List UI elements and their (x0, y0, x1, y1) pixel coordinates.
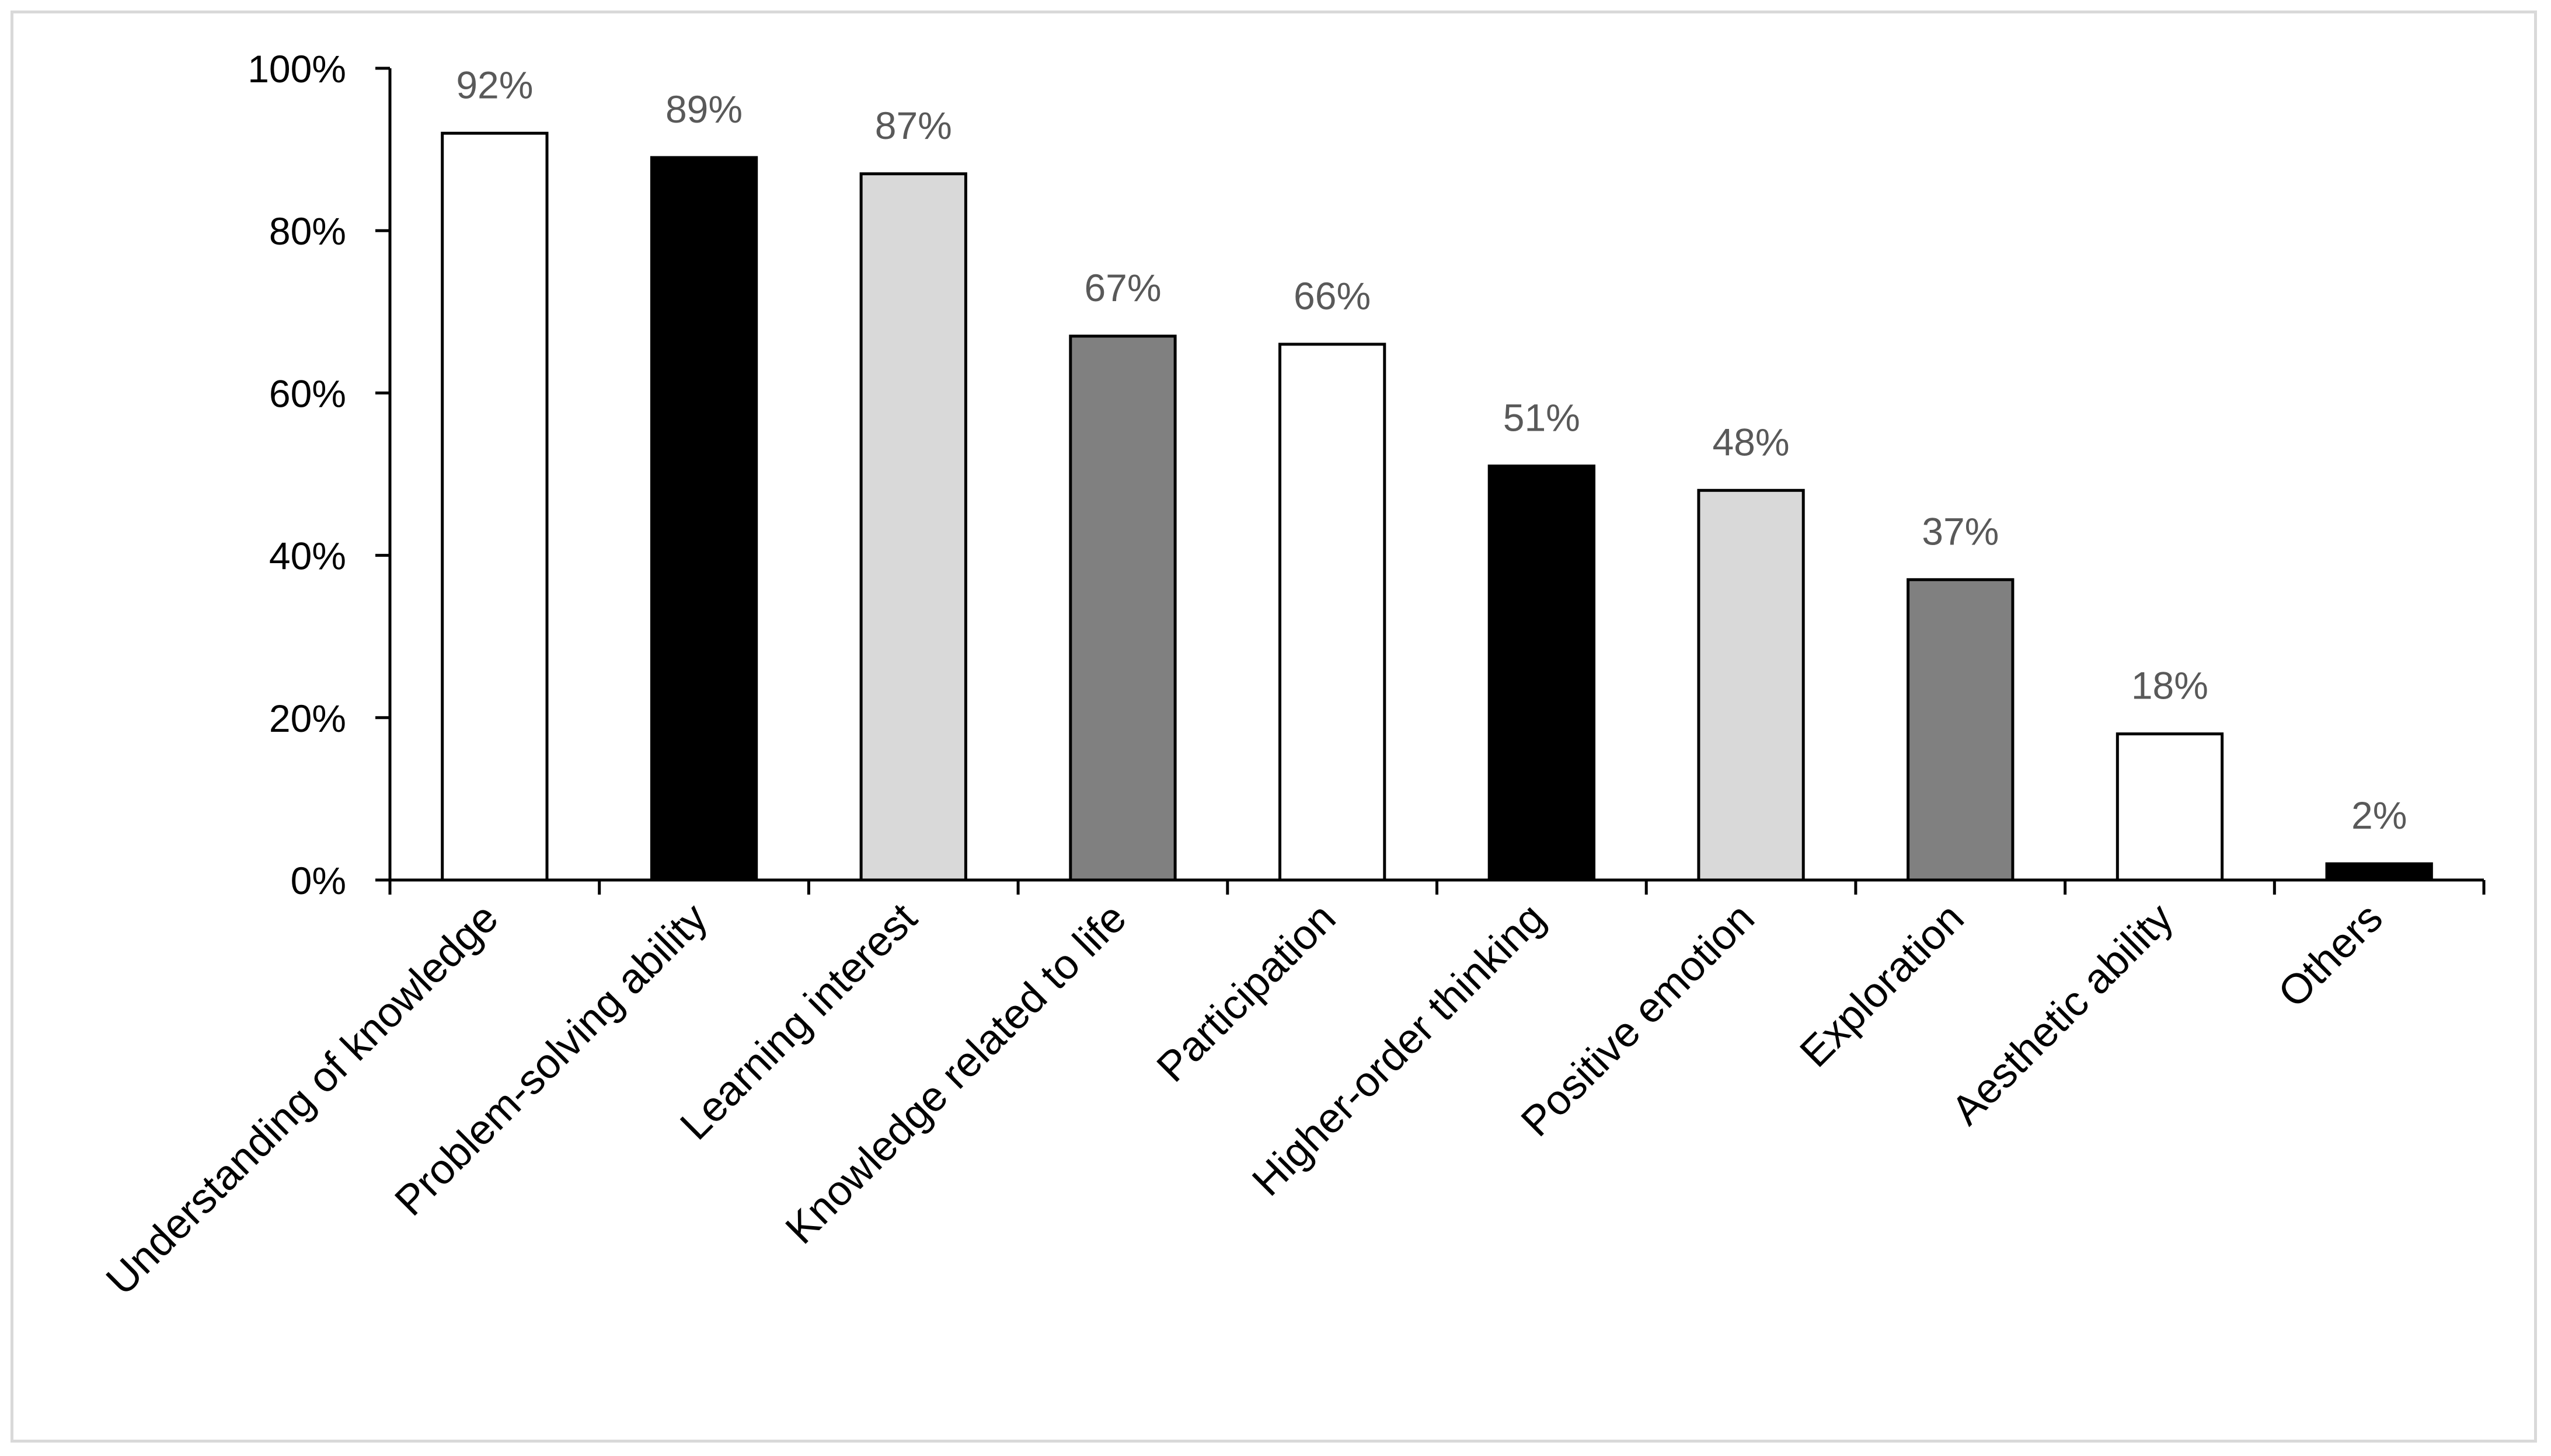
bar-aesthetic-ability (2116, 732, 2224, 882)
bar-knowledge-related-to-life (1069, 334, 1177, 882)
bar-learning-interest (859, 172, 967, 882)
data-label-others: 2% (2351, 794, 2407, 837)
data-label-higher-order-thinking: 51% (1503, 396, 1580, 439)
x-tick-label-others: Others (2270, 895, 2392, 1017)
y-tick-label-40: 40% (269, 535, 346, 578)
axes-layer (375, 67, 2486, 895)
bar-understanding-of-knowledge (441, 131, 549, 882)
data-label-exploration: 37% (1922, 509, 1999, 553)
y-tick-label-100: 100% (248, 47, 346, 90)
data-label-learning-interest: 87% (875, 104, 952, 147)
chart-frame (11, 11, 2537, 1443)
bar-participation (1278, 343, 1386, 882)
y-tick-label-0: 0% (291, 859, 346, 902)
bars-layer (441, 131, 2433, 882)
x-tick-label-understanding-of-knowledge: Understanding of knowledge (97, 895, 507, 1304)
bar-exploration (1907, 578, 2015, 882)
y-tick-label-60: 60% (269, 372, 346, 415)
y-tick-label-20: 20% (269, 697, 346, 740)
data-label-knowledge-related-to-life: 67% (1084, 266, 1161, 309)
x-tick-label-aesthetic-ability: Aesthetic ability (1943, 895, 2182, 1134)
bar-higher-order-thinking (1487, 465, 1595, 882)
data-label-aesthetic-ability: 18% (2131, 664, 2208, 707)
x-tick-label-participation: Participation (1148, 895, 1345, 1091)
x-tick-label-exploration: Exploration (1791, 895, 1973, 1076)
data-label-positive-emotion: 48% (1712, 420, 1789, 463)
data-label-participation: 66% (1294, 274, 1371, 317)
data-label-problem-solving-ability: 89% (665, 88, 743, 131)
x-tick-label-positive-emotion: Positive emotion (1513, 895, 1764, 1146)
data-label-understanding-of-knowledge: 92% (456, 63, 533, 106)
bar-others (2325, 862, 2433, 882)
bar-positive-emotion (1697, 488, 1805, 882)
bar-problem-solving-ability (650, 156, 758, 882)
x-tick-label-knowledge-related-to-life: Knowledge related to life (777, 895, 1135, 1253)
y-tick-label-80: 80% (269, 210, 346, 253)
